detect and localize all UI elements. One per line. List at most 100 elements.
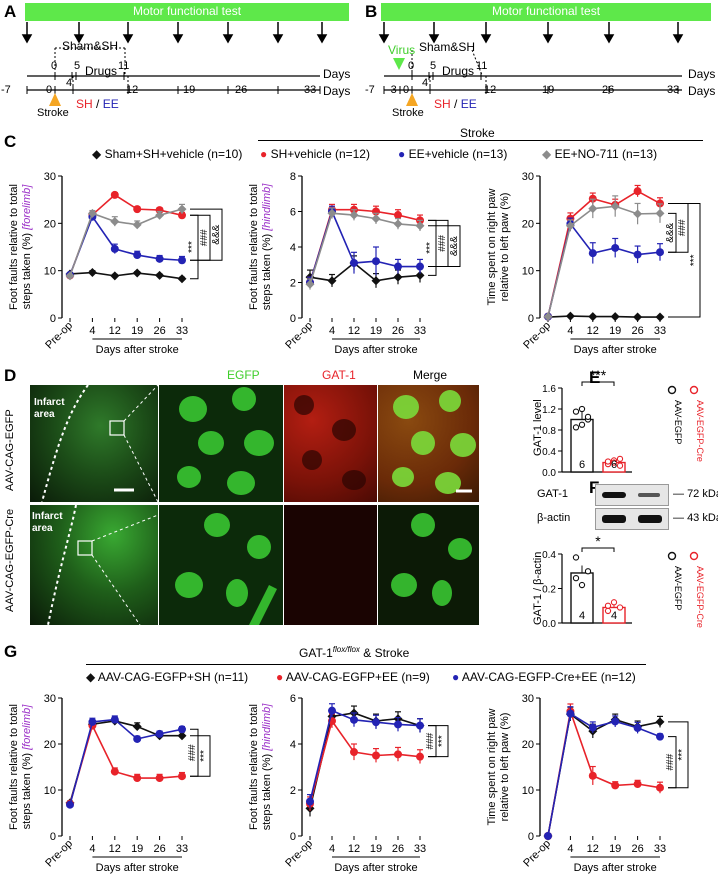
g-legend-marker-cre: ● <box>452 670 460 684</box>
significance-bracket <box>428 225 461 268</box>
chart-g-forelimb: 0 10 20 30 Pre-op 4 12 19 26 33 Days after stroke F… <box>8 693 211 874</box>
y-axis-label-line2: relative to left paw (%) <box>499 193 511 302</box>
panel-a-lower-tick-33: 33 <box>304 84 317 96</box>
bar-y-tick-label: 0.2 <box>542 585 556 596</box>
data-point <box>394 720 402 729</box>
g-legend-label-ee: AAV-CAG-EGFP+EE (n=9) <box>285 670 430 684</box>
x-tick-label: 4 <box>329 325 335 337</box>
legend-marker-ee: ● <box>398 147 406 161</box>
panel-g-header-tail: & Stroke <box>359 646 410 660</box>
y-tick-label: 10 <box>44 785 56 797</box>
chart-c-hindlimb: 0 2 4 6 8 Pre-op 4 12 19 26 33 Days after stroke Foo… <box>248 171 461 356</box>
series-line <box>69 208 183 277</box>
y-tick-label: 0 <box>290 313 296 325</box>
series-line <box>69 215 183 276</box>
data-point <box>178 725 186 734</box>
blot-kda-43: — 43 kDa <box>673 512 718 524</box>
data-point <box>394 262 402 271</box>
data-point <box>372 751 380 760</box>
panel-b-ee: EE <box>460 97 477 111</box>
bar-dot <box>578 581 586 589</box>
panel-a-lower-tick-0: 0 <box>46 84 53 96</box>
series-line <box>69 271 183 280</box>
data-point <box>588 312 598 322</box>
bar-sig-label: * <box>595 536 601 549</box>
significance-label: *** <box>689 254 700 266</box>
data-point <box>633 723 642 732</box>
bar-dot <box>616 604 624 611</box>
panel-b-virus-label: Virus <box>388 43 416 57</box>
data-point <box>110 244 119 253</box>
panel-b-stroke-label: Stroke <box>392 107 424 119</box>
g-legend-label-sh: AAV-CAG-EGFP+SH (n=11) <box>97 670 249 684</box>
bar-legend-label: AAV-EGFP <box>673 566 683 610</box>
significance-bracket <box>190 735 211 777</box>
data-point <box>350 748 358 757</box>
panel-a: A Motor functional test Sham&SH Drugs 0 … <box>0 0 352 125</box>
panel-b-slash: / <box>454 97 458 111</box>
panel-g-header-gene: GAT-1 <box>299 646 333 660</box>
panel-a-slash: / <box>96 97 100 111</box>
x-tick-label: 19 <box>131 843 143 855</box>
panel-a-drugs-label: Drugs <box>85 64 118 78</box>
panel-a-tick-11: 11 <box>118 60 130 72</box>
panel-a-lower-tick-neg7: -7 <box>1 84 11 96</box>
infarct-outline-row2 <box>47 505 158 625</box>
y-tick-label: 10 <box>522 266 534 278</box>
y-tick-label: 20 <box>44 218 56 230</box>
y-axis-label-line2: steps taken (%) <box>261 231 273 310</box>
panel-b-virus-marker <box>393 58 405 70</box>
x-tick-label: 12 <box>587 843 599 855</box>
legend-marker-sh: ● <box>260 147 268 161</box>
data-point <box>656 783 664 792</box>
x-tick-label: 12 <box>348 325 360 337</box>
x-axis-label: Days after stroke <box>334 862 417 874</box>
x-tick-label: 33 <box>176 325 188 337</box>
x-tick-label: 4 <box>567 843 573 855</box>
x-axis-label: Days after stroke <box>96 344 179 356</box>
data-point <box>588 204 598 214</box>
significance-label: *** <box>199 750 210 762</box>
data-point <box>110 271 120 281</box>
bar-legend-label: AAV-EGFP <box>673 400 683 444</box>
panel-b-days-lower: Days <box>688 84 716 98</box>
y-tick-label: 4 <box>290 242 296 254</box>
data-point <box>371 214 381 224</box>
data-point <box>416 752 424 761</box>
panel-a-sh: SH <box>76 97 93 111</box>
data-point <box>633 312 643 322</box>
x-tick-label: 26 <box>153 843 165 855</box>
bar-y-tick-label: 0.0 <box>542 468 556 479</box>
legend-item-ee: ● EE+vehicle (n=13) <box>398 147 507 161</box>
x-tick-label: Pre-op <box>521 838 553 870</box>
y-tick-label: 6 <box>290 693 296 705</box>
significance-label: ### <box>665 753 676 770</box>
data-point <box>588 249 597 258</box>
data-point <box>372 718 380 727</box>
y-axis-label-line2: steps taken (%) <box>21 230 33 309</box>
bar-legend-marker <box>667 385 677 395</box>
significance-bracket <box>668 721 689 789</box>
data-point <box>656 248 664 257</box>
bar-y-tick-label: 0.8 <box>542 426 556 437</box>
bar-dot <box>572 408 580 415</box>
y-tick-label: 0 <box>50 831 56 843</box>
data-point <box>655 208 665 218</box>
x-axis-label: Days after stroke <box>96 862 179 874</box>
data-point <box>177 204 187 214</box>
data-point <box>371 276 381 286</box>
data-point <box>633 187 642 196</box>
y-axis-label-line1: Foot faults relative to total <box>8 704 20 830</box>
y-axis-label: Time spent on right pawrelative to left … <box>486 708 511 825</box>
micrograph-egfp-row2 <box>159 505 283 625</box>
data-point <box>178 211 186 220</box>
legend-marker-sham: ◆ <box>92 147 102 161</box>
data-point <box>87 208 97 218</box>
data-point <box>633 250 642 259</box>
y-tick-label: 0 <box>528 831 534 843</box>
bar-legend-marker <box>689 551 699 561</box>
panel-a-sham-label: Sham&SH <box>62 39 119 53</box>
y-tick-label: 10 <box>44 266 56 278</box>
g-legend-item-ee: ● AAV-CAG-EGFP+EE (n=9) <box>276 670 430 684</box>
x-tick-label: Pre-op <box>43 320 75 352</box>
